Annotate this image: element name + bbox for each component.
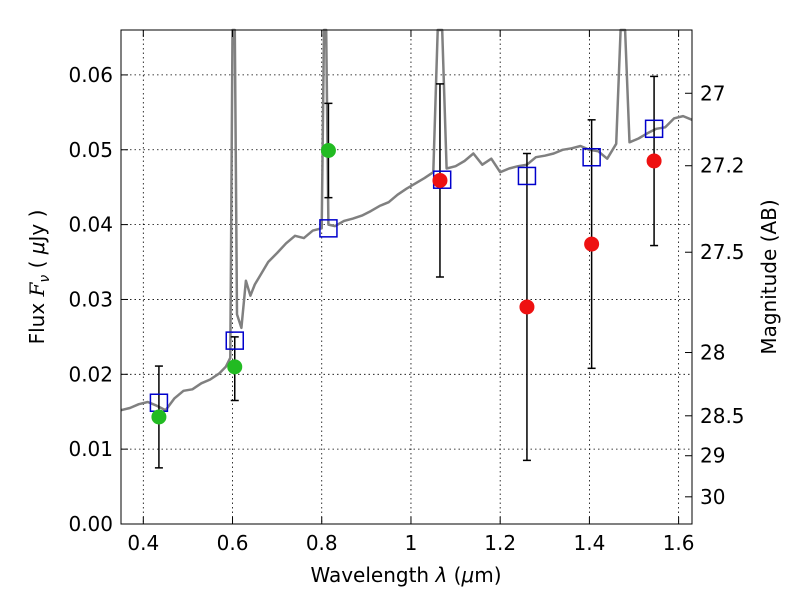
y-axis-label: Flux Fν ( μJy ) (25, 210, 53, 345)
observed-point-green (320, 143, 336, 159)
y-tick-label: 0.05 (68, 138, 113, 162)
x-tick-label: 0.6 (217, 531, 249, 555)
y-tick-label: 0.04 (68, 213, 113, 237)
model-square (517, 166, 537, 186)
sed-curve-group (120, 28, 693, 412)
right-tick-label: 27.2 (700, 154, 745, 178)
x-tick-label: 1.4 (573, 531, 605, 555)
observed-point-red (584, 236, 600, 252)
plot-background (121, 30, 692, 524)
x-tick-label: 0.8 (306, 531, 338, 555)
right-tick-label: 28 (700, 341, 725, 365)
y-tick-label: 0.00 (68, 512, 113, 536)
x-tick-label: 1 (405, 531, 418, 555)
right-axis-label: Magnitude (AB) (757, 199, 781, 354)
right-tick-label: 29 (700, 444, 725, 468)
y-tick-label: 0.03 (68, 287, 113, 311)
model-square (225, 331, 245, 350)
model-points-group (149, 119, 664, 412)
model-square (644, 119, 664, 139)
sed-curve-line (120, 28, 693, 412)
x-tick-label: 1.2 (484, 531, 516, 555)
model-square (319, 219, 338, 238)
plot-frame (120, 29, 693, 525)
x-tick-label: 0.4 (127, 531, 159, 555)
observed-point-red (519, 299, 535, 315)
y-tick-label: 0.01 (68, 437, 113, 461)
y-tick-label: 0.02 (68, 362, 113, 386)
axis-ticks: 0.4 0.6 0.8 1 1.2 1.4 1.6 0.00 0.01 0.02 0.03 0.04 0… (68, 30, 745, 555)
right-tick-label: 27.5 (700, 240, 745, 264)
x-axis-label: Wavelength λ (μm) (310, 563, 501, 587)
observed-points-group (151, 143, 662, 425)
x-tick-label: 1.6 (663, 531, 695, 555)
observed-point-red (646, 153, 662, 169)
observed-point-green (151, 409, 167, 425)
model-square (582, 147, 601, 167)
observed-point-red (432, 172, 448, 188)
right-tick-label: 30 (700, 485, 725, 509)
y-tick-label: 0.06 (68, 63, 113, 87)
right-tick-label: 28.5 (700, 404, 745, 428)
right-tick-label: 27 (700, 81, 725, 105)
observed-point-green (227, 359, 243, 375)
